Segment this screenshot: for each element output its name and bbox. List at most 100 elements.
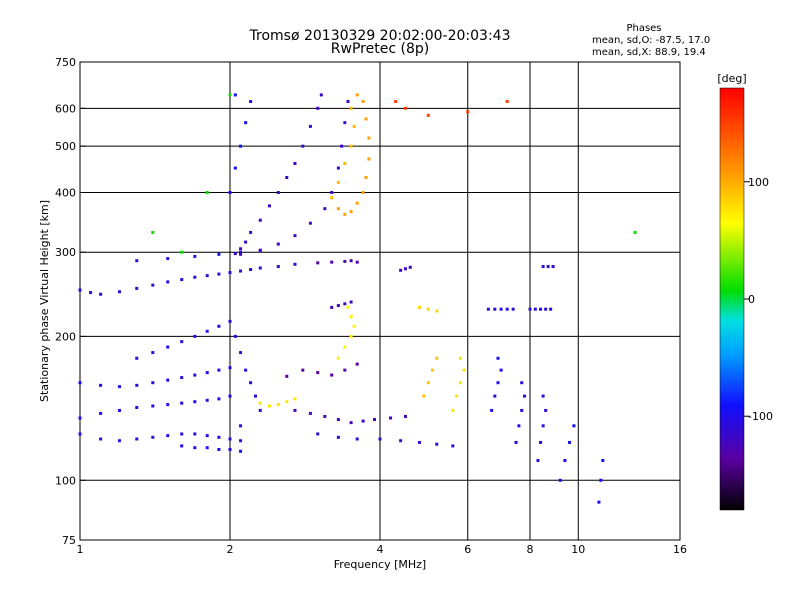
data-point (458, 381, 462, 385)
data-point (276, 265, 280, 269)
data-point (352, 124, 356, 128)
data-point (193, 400, 197, 404)
data-point (551, 265, 555, 269)
data-point (403, 267, 407, 271)
stats-heading: Phases (626, 23, 661, 34)
data-point (151, 351, 155, 355)
data-point (99, 292, 103, 296)
data-point (493, 307, 497, 311)
data-point (417, 305, 421, 309)
data-point (233, 166, 237, 170)
x-tick-label: 1 (77, 543, 84, 556)
data-point (330, 373, 334, 377)
data-point (361, 100, 365, 104)
data-point (330, 260, 334, 264)
data-point (541, 394, 545, 398)
data-point (166, 378, 170, 382)
data-point (355, 437, 359, 441)
data-point (355, 93, 359, 97)
data-point (267, 404, 271, 408)
data-point (340, 144, 344, 148)
data-point (193, 254, 197, 258)
data-point (217, 397, 221, 401)
data-point (151, 404, 155, 408)
data-point (361, 190, 365, 194)
data-point (249, 100, 253, 104)
data-point (233, 334, 237, 338)
data-point (523, 394, 527, 398)
data-point (205, 190, 209, 194)
data-point (205, 434, 209, 438)
data-point (166, 403, 170, 407)
data-point (572, 424, 576, 428)
data-point (151, 230, 155, 234)
data-point (258, 218, 262, 222)
data-point (514, 440, 518, 444)
data-point (205, 274, 209, 278)
data-point (258, 408, 262, 412)
data-point (541, 424, 545, 428)
data-point (336, 418, 340, 422)
data-point (233, 93, 237, 97)
data-point (517, 424, 521, 428)
data-point (276, 403, 280, 407)
data-point (135, 259, 139, 263)
data-point (511, 307, 515, 311)
data-point (633, 230, 637, 234)
data-point (417, 440, 421, 444)
data-point (490, 408, 494, 412)
data-point (355, 362, 359, 366)
data-point (228, 447, 232, 451)
data-point (117, 385, 121, 389)
data-point (343, 302, 347, 306)
data-point (544, 408, 548, 412)
data-point (135, 356, 139, 360)
data-point (330, 190, 334, 194)
data-point (78, 416, 82, 420)
data-point (330, 305, 334, 309)
data-point (533, 307, 537, 311)
data-point (301, 144, 305, 148)
data-point (151, 435, 155, 439)
data-point (349, 334, 353, 338)
data-point (239, 252, 243, 256)
data-point (336, 207, 340, 211)
data-point (343, 212, 347, 216)
x-axis-ticks: 1 2 4 6 8 10 16 (77, 543, 688, 556)
data-point (135, 437, 139, 441)
data-point (343, 259, 347, 263)
data-point (117, 439, 121, 443)
data-point (249, 381, 253, 385)
data-point (193, 275, 197, 279)
data-point (349, 106, 353, 110)
data-point (276, 190, 280, 194)
data-point (151, 283, 155, 287)
y-tick-label: 75 (62, 534, 76, 547)
data-point (228, 190, 232, 194)
y-tick-label: 750 (55, 56, 76, 69)
data-point (228, 366, 232, 370)
x-axis-label: Frequency [MHz] (334, 558, 426, 571)
data-point (239, 424, 243, 428)
data-point (217, 252, 221, 256)
data-point (435, 356, 439, 360)
data-point (228, 319, 232, 323)
data-point (496, 381, 500, 385)
data-point (541, 265, 545, 269)
data-point (403, 106, 407, 110)
data-point (253, 394, 257, 398)
data-point (239, 351, 243, 355)
data-point (166, 434, 170, 438)
data-point (458, 356, 462, 360)
data-point (403, 414, 407, 418)
data-point (346, 305, 350, 309)
y-tick-label: 500 (55, 140, 76, 153)
data-point (258, 248, 262, 252)
data-point (336, 435, 340, 439)
data-point (330, 196, 334, 200)
data-point (166, 280, 170, 284)
data-point (301, 368, 305, 372)
data-point (601, 458, 605, 462)
y-tick-label: 200 (55, 330, 76, 343)
data-point (364, 117, 368, 121)
